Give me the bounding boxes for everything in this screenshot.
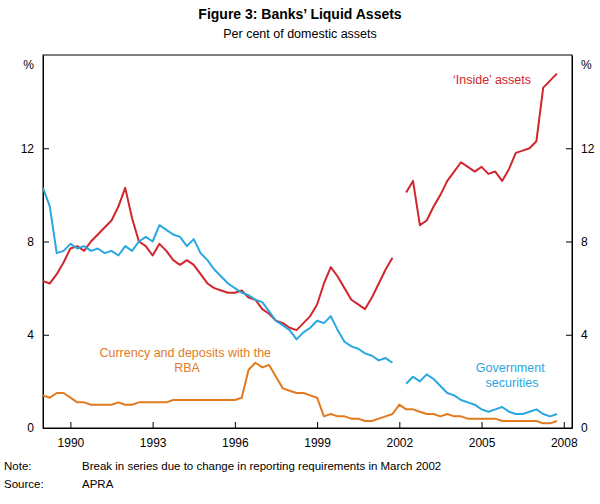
tick-mark (399, 422, 400, 428)
tick-mark (566, 335, 572, 336)
tick-mark (564, 422, 565, 428)
tick: 4 (566, 328, 588, 342)
chart-container: Figure 3: Banks’ Liquid Assets Per cent o… (0, 0, 600, 504)
plot-lines (43, 74, 557, 424)
series-label-line: Government (476, 361, 548, 375)
y-axis: 0 4 8 12 (21, 56, 49, 436)
tick: 2002 (386, 422, 413, 450)
tick: 1990 (58, 422, 85, 450)
tick-label: 0 (27, 421, 34, 435)
series-label-line: Currency and deposits with the (99, 346, 274, 360)
tick-label: 4 (27, 328, 34, 342)
axis-line (572, 56, 573, 429)
series-label-line: RBA (174, 361, 200, 375)
series-labels: ‘Inside’ assets Government securities Curr… (99, 73, 548, 390)
y-axis-label: % (23, 58, 34, 72)
tick-label: 4 (581, 328, 588, 342)
note-text: APRA (82, 478, 114, 490)
tick: 1999 (304, 422, 331, 450)
axis-line (44, 428, 573, 429)
tick-mark (70, 422, 71, 428)
tick-mark (482, 422, 483, 428)
tick: 2008 (551, 422, 578, 450)
tick-mark (317, 422, 318, 428)
chart-svg: Figure 3: Banks’ Liquid Assets Per cent o… (0, 0, 600, 504)
tick-label: 8 (27, 235, 34, 249)
note-label: Note: (4, 460, 32, 472)
plot-frame (43, 55, 572, 428)
tick-mark (43, 335, 49, 336)
tick: 8 (27, 235, 49, 249)
tick: 1996 (222, 422, 249, 450)
tick: 12 (21, 142, 49, 156)
tick-label: 12 (21, 142, 35, 156)
tick-mark (566, 148, 572, 149)
tick-mark (235, 422, 236, 428)
tick-label: 8 (581, 235, 588, 249)
note-label: Source: (4, 478, 44, 490)
title: Figure 3: Banks’ Liquid Assets (198, 6, 402, 22)
tick-label: 12 (581, 142, 595, 156)
series-label: ‘Inside’ assets (453, 73, 531, 87)
tick-label: 1990 (58, 436, 85, 450)
tick-label: 1999 (304, 436, 331, 450)
notes: Note: Break in series due to change in re… (4, 460, 441, 490)
tick-label: 2005 (469, 436, 496, 450)
tick: 8 (566, 235, 588, 249)
series-label: Government securities (476, 361, 548, 390)
tick-mark (153, 422, 154, 428)
series-label: Currency and deposits with the RBA (99, 346, 274, 375)
note-text: Break in series due to change in reporti… (82, 460, 441, 472)
y2-axis-label: % (581, 58, 592, 72)
tick: 2005 (469, 422, 496, 450)
x-axis: 1990 1993 1996 1999 2002 2005 2008 (44, 422, 578, 450)
tick-label: 1996 (222, 436, 249, 450)
series-line (43, 188, 557, 416)
y2-axis: 0 4 8 12 (566, 56, 595, 436)
tick: 12 (566, 142, 595, 156)
tick-mark (43, 148, 49, 149)
series-line (43, 74, 557, 330)
tick: 4 (27, 328, 49, 342)
tick-label: 2002 (386, 436, 413, 450)
tick-label: 0 (581, 421, 588, 435)
subtitle: Per cent of domestic assets (223, 27, 377, 41)
tick-label: 2008 (551, 436, 578, 450)
tick-label: 1993 (140, 436, 167, 450)
tick-mark (43, 242, 49, 243)
tick-mark (566, 242, 572, 243)
tick: 1993 (140, 422, 167, 450)
series-label-line: securities (486, 376, 539, 390)
